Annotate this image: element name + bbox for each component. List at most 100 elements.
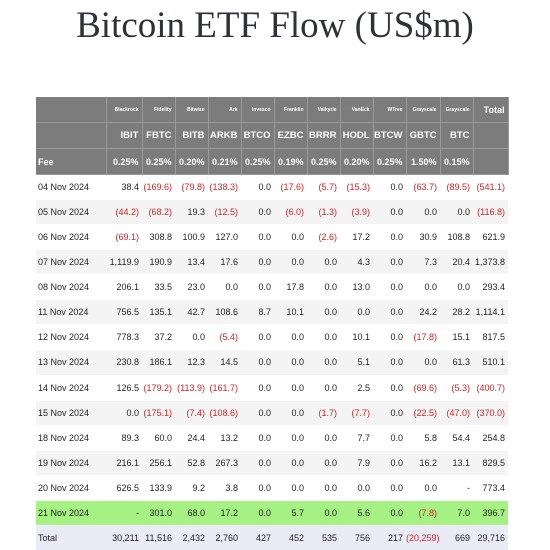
flow-value: 5.8 bbox=[406, 425, 440, 451]
table-row: 11 Nov 2024 756.5 135.1 42.7 108.6 8.7 10.1 0.0… bbox=[36, 299, 508, 326]
flow-value: 14.5 bbox=[208, 349, 241, 376]
row-total-value: 829.5 bbox=[473, 450, 508, 476]
row-total-value: (400.7) bbox=[473, 375, 508, 401]
table-row: 15 Nov 2024 0.0 (175.1) (7.4) (108.6) 0.0 0.0(… bbox=[36, 400, 508, 426]
row-total-value: 396.7 bbox=[473, 500, 508, 527]
table-row: 20 Nov 2024 626.5 133.9 9.2 3.8 0.0 0.0 0.0 0.0 0… bbox=[36, 475, 508, 501]
flow-value: 0.0 bbox=[274, 450, 307, 476]
flow-value: (89.5) bbox=[440, 174, 473, 201]
flow-value: (69.6) bbox=[406, 375, 440, 401]
total-row: Total 30,211 11,516 2,432 2,760 427 452 535 756 2… bbox=[36, 525, 508, 550]
cumulative-value: (20,259) bbox=[406, 525, 440, 550]
fee-value: 0.15% bbox=[440, 148, 474, 175]
fee-value: 0.20% bbox=[340, 148, 374, 175]
flow-value: 0.0 bbox=[241, 224, 274, 251]
fee-value: 0.19% bbox=[274, 148, 308, 175]
flow-value: 0.0 bbox=[274, 249, 307, 276]
table-row: 12 Nov 2024 778.3 37.2 0.0 (5.4) 0.0 0.0 0.0 10.… bbox=[36, 324, 508, 351]
flow-value: 5.7 bbox=[274, 500, 307, 527]
flow-value: 37.2 bbox=[142, 324, 175, 351]
flow-value: (5.7) bbox=[307, 174, 340, 201]
row-date: 14 Nov 2024 bbox=[36, 375, 106, 401]
ticker-label: GBTC bbox=[406, 122, 441, 149]
issuer-label: Grayscale bbox=[440, 97, 474, 123]
ticker-header-row: IBIT FBTC BITB ARKB BTCO EZBC BRRR HODL BTCW GBTC… bbox=[36, 122, 509, 149]
flow-value: 0.0 bbox=[373, 375, 406, 401]
flow-value: 0.0 bbox=[241, 400, 274, 426]
row-date: 19 Nov 2024 bbox=[36, 450, 106, 476]
cumulative-value: 2,760 bbox=[208, 525, 241, 550]
flow-value: 0.0 bbox=[241, 450, 274, 476]
flow-value: 0.0 bbox=[373, 425, 406, 451]
flow-value: 0.0 bbox=[307, 375, 340, 401]
ticker-label: HODL bbox=[340, 122, 374, 149]
flow-value: 626.5 bbox=[106, 475, 142, 501]
flow-value: 13.1 bbox=[440, 450, 473, 476]
cumulative-value: 217 bbox=[373, 525, 406, 550]
flow-value: 17.2 bbox=[340, 224, 373, 251]
flow-value: 0.0 bbox=[373, 324, 406, 351]
ticker-label: EZBC bbox=[274, 122, 308, 149]
table-row: 06 Nov 2024 (69.1) 308.8 100.9 127.0 0.0 0.0 (2… bbox=[36, 224, 508, 251]
ticker-label: BTCW bbox=[373, 122, 407, 149]
flow-value: 30.9 bbox=[406, 224, 440, 251]
flow-value: 0.0 bbox=[241, 500, 274, 527]
flow-value: (7.8) bbox=[406, 500, 440, 527]
table-row: 05 Nov 2024 (44.2) (68.2) 19.3 (12.5) 0.0 (6.0… bbox=[36, 199, 508, 226]
flow-value: 0.0 bbox=[406, 274, 440, 301]
cumulative-value: 452 bbox=[274, 525, 307, 550]
flow-value: 9.2 bbox=[175, 475, 208, 501]
flow-value: 24.2 bbox=[406, 299, 440, 326]
flow-value: 0.0 bbox=[241, 349, 274, 376]
flow-rows: 04 Nov 2024 38.4 (169.6) (79.8) (138.3) 0.0 (1… bbox=[36, 174, 508, 527]
row-total-value: 1,373.8 bbox=[473, 249, 508, 276]
flow-value: (3.9) bbox=[340, 199, 373, 226]
flow-value: 0.0 bbox=[307, 249, 340, 276]
row-date: 18 Nov 2024 bbox=[36, 425, 106, 451]
flow-value: 0.0 bbox=[241, 475, 274, 501]
flow-value: 0.0 bbox=[241, 425, 274, 451]
issuer-label: Invesco bbox=[241, 97, 275, 123]
flow-value: 0.0 bbox=[106, 400, 142, 426]
flow-value: 16.2 bbox=[406, 450, 440, 476]
flow-value: 3.8 bbox=[208, 475, 241, 501]
flow-value: 52.8 bbox=[175, 450, 208, 476]
row-date: 04 Nov 2024 bbox=[36, 174, 106, 201]
row-date: 07 Nov 2024 bbox=[36, 249, 106, 276]
cumulative-value: 427 bbox=[241, 525, 274, 550]
flow-value: 0.0 bbox=[307, 475, 340, 501]
ticker-label: ARKB bbox=[208, 122, 242, 149]
flow-value: 0.0 bbox=[274, 349, 307, 376]
table-row: 04 Nov 2024 38.4 (169.6) (79.8) (138.3) 0.0 (1… bbox=[36, 174, 508, 201]
flow-value: 17.2 bbox=[208, 500, 241, 527]
flow-value: 17.8 bbox=[274, 274, 307, 301]
flow-value: 0.0 bbox=[241, 375, 274, 401]
flow-value: 0.0 bbox=[307, 274, 340, 301]
flow-value: 7.7 bbox=[340, 425, 373, 451]
flow-value: 127.0 bbox=[208, 224, 241, 251]
flow-value: (108.6) bbox=[208, 400, 241, 426]
flow-value: (138.3) bbox=[208, 174, 241, 201]
flow-value: 0.0 bbox=[241, 249, 274, 276]
flow-value: 0.0 bbox=[373, 249, 406, 276]
flow-value: 0.0 bbox=[406, 475, 440, 501]
total-header: Total bbox=[473, 97, 509, 123]
cumulative-value: 30,211 bbox=[106, 525, 142, 550]
flow-value: 756.5 bbox=[106, 299, 142, 326]
fee-value: 0.25% bbox=[307, 148, 341, 175]
row-date: 12 Nov 2024 bbox=[36, 324, 106, 351]
cumulative-value: 29,716 bbox=[473, 525, 508, 550]
flow-value: 0.0 bbox=[373, 299, 406, 326]
flow-value: (63.7) bbox=[406, 174, 440, 201]
flow-value: 0.0 bbox=[307, 349, 340, 376]
ticker-label: IBIT bbox=[106, 122, 143, 149]
cumulative-value: 756 bbox=[340, 525, 373, 550]
row-date: 13 Nov 2024 bbox=[36, 349, 106, 376]
flow-value: 15.1 bbox=[440, 324, 473, 351]
flow-value: 20.4 bbox=[440, 249, 473, 276]
flow-value: 0.0 bbox=[373, 349, 406, 376]
flow-value: (175.1) bbox=[142, 400, 175, 426]
flow-value: 267.3 bbox=[208, 450, 241, 476]
row-date: 20 Nov 2024 bbox=[36, 475, 106, 501]
flow-value: 0.0 bbox=[274, 475, 307, 501]
